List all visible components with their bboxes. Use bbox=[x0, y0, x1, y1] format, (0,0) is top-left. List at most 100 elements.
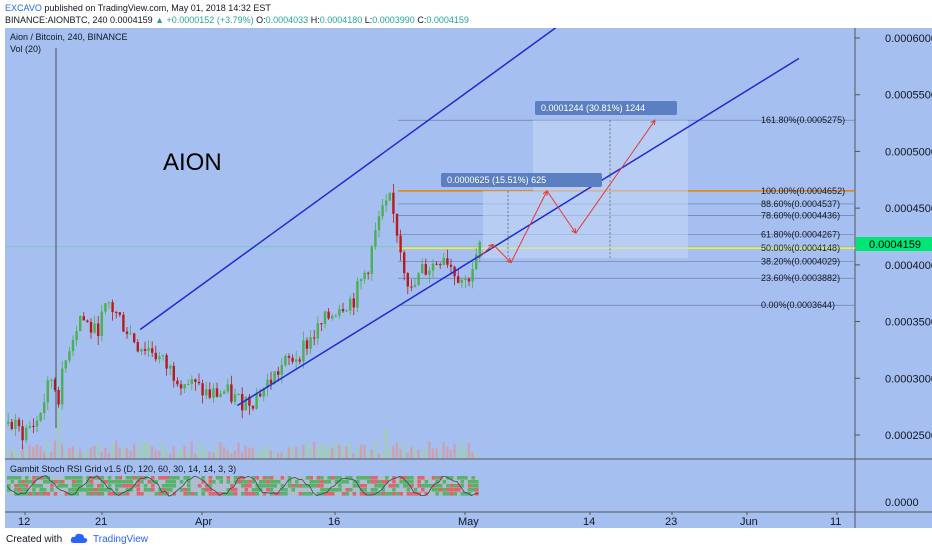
price-chart[interactable]: 161.80%(0.0005275) 100.00%(0.0004652) 88.6… bbox=[5, 0, 932, 528]
grid-cell bbox=[118, 484, 123, 488]
grid-cell bbox=[471, 476, 475, 480]
candle-body bbox=[201, 383, 204, 396]
grid-cell bbox=[421, 476, 425, 480]
grid-cell bbox=[356, 492, 360, 496]
grid-cell bbox=[284, 492, 288, 496]
grid-cell bbox=[71, 484, 76, 488]
grid-cell bbox=[305, 480, 310, 484]
volume-bar bbox=[39, 446, 42, 458]
grid-cell bbox=[183, 492, 187, 496]
grid-cell bbox=[158, 492, 162, 496]
candle-body bbox=[179, 384, 183, 389]
grid-cell bbox=[194, 476, 198, 480]
grid-cell bbox=[359, 480, 364, 484]
grid-cell bbox=[122, 488, 126, 492]
volume-bar bbox=[122, 447, 125, 458]
candle-body bbox=[370, 246, 373, 274]
grid-cell bbox=[395, 480, 400, 484]
grid-cell bbox=[406, 488, 411, 492]
volume-bar bbox=[158, 450, 161, 458]
grid-cell bbox=[61, 484, 65, 488]
grid-cell bbox=[64, 476, 69, 480]
grid-cell bbox=[21, 480, 25, 484]
fib-level-label: 161.80%(0.0005275) bbox=[761, 115, 845, 125]
grid-cell bbox=[111, 480, 115, 484]
volume-bar bbox=[302, 444, 305, 458]
volume-bar bbox=[457, 450, 460, 458]
grid-cell bbox=[374, 476, 378, 480]
grid-cell bbox=[53, 488, 58, 492]
grid-cell bbox=[453, 476, 457, 480]
volume-bar bbox=[21, 445, 24, 458]
grid-cell bbox=[338, 488, 342, 492]
grid-cell bbox=[215, 480, 220, 484]
projection-path[interactable] bbox=[478, 119, 656, 264]
grid-cell bbox=[417, 480, 421, 484]
grid-cell bbox=[475, 488, 479, 492]
grid-cell bbox=[43, 492, 47, 496]
candle-body bbox=[169, 365, 172, 369]
tradingview-link[interactable]: TradingView bbox=[93, 534, 149, 545]
volume-bar bbox=[385, 428, 388, 458]
grid-cell bbox=[172, 492, 177, 496]
fib-level-label: 100.00%(0.0004652) bbox=[761, 186, 845, 196]
candle-body bbox=[197, 381, 201, 384]
grid-cell bbox=[35, 492, 40, 496]
grid-cell bbox=[287, 480, 292, 484]
grid-cell bbox=[388, 484, 393, 488]
grid-cell bbox=[323, 476, 328, 480]
grid-cell bbox=[68, 488, 72, 492]
grid-cell bbox=[424, 480, 429, 484]
chart-area[interactable]: 161.80%(0.0005275) 100.00%(0.0004652) 88.6… bbox=[5, 0, 932, 528]
grid-cell bbox=[172, 484, 177, 488]
grid-cell bbox=[417, 492, 421, 496]
grid-cell bbox=[424, 476, 429, 480]
grid-cell bbox=[266, 476, 270, 480]
grid-cell bbox=[367, 492, 371, 496]
grid-cell bbox=[449, 476, 454, 480]
grid-cell bbox=[410, 480, 414, 484]
volume-bar bbox=[341, 443, 344, 458]
grid-cell bbox=[471, 492, 475, 496]
publisher-link[interactable]: EXCAVO bbox=[5, 3, 42, 13]
grid-cell bbox=[233, 484, 238, 488]
grid-cell bbox=[75, 488, 79, 492]
grid-cell bbox=[349, 484, 353, 488]
grid-cell bbox=[295, 476, 299, 480]
grid-cell bbox=[255, 476, 259, 480]
candle-body bbox=[467, 278, 471, 282]
candle-body bbox=[367, 272, 370, 274]
grid-cell bbox=[435, 480, 439, 484]
candle-body bbox=[464, 278, 467, 280]
grid-cell bbox=[35, 488, 40, 492]
candle-body bbox=[154, 352, 157, 360]
grid-cell bbox=[284, 488, 288, 492]
grid-cell bbox=[457, 488, 461, 492]
grid-cell bbox=[302, 488, 306, 492]
volume-bar bbox=[327, 445, 330, 458]
candle-body bbox=[43, 402, 46, 413]
grid-cell bbox=[374, 480, 378, 484]
grid-cell bbox=[7, 480, 11, 484]
grid-cell bbox=[435, 488, 439, 492]
volume-bar bbox=[237, 442, 240, 458]
grid-cell bbox=[316, 484, 321, 488]
candle-body bbox=[424, 264, 427, 275]
candle-body bbox=[356, 281, 359, 308]
volume-bar bbox=[331, 447, 334, 458]
time-axis[interactable]: 12 21 Apr 16 May 14 23 Jun 11 bbox=[18, 512, 841, 528]
grid-cell bbox=[219, 484, 223, 488]
candle-body bbox=[39, 412, 42, 421]
volume-bar bbox=[280, 451, 283, 458]
price-axis[interactable]: 0.0006000 0.0005500 0.0005000 0.0004500 0.00… bbox=[855, 33, 932, 442]
candle-body bbox=[323, 311, 327, 324]
grid-cell bbox=[46, 492, 51, 496]
grid-cell bbox=[363, 484, 367, 488]
volume-bar bbox=[471, 452, 474, 458]
grid-cell bbox=[439, 476, 443, 480]
volume-bar bbox=[118, 447, 121, 458]
volume-bar bbox=[17, 452, 20, 458]
candle-body bbox=[190, 379, 193, 384]
grid-cell bbox=[169, 480, 173, 484]
grid-cell bbox=[39, 492, 43, 496]
